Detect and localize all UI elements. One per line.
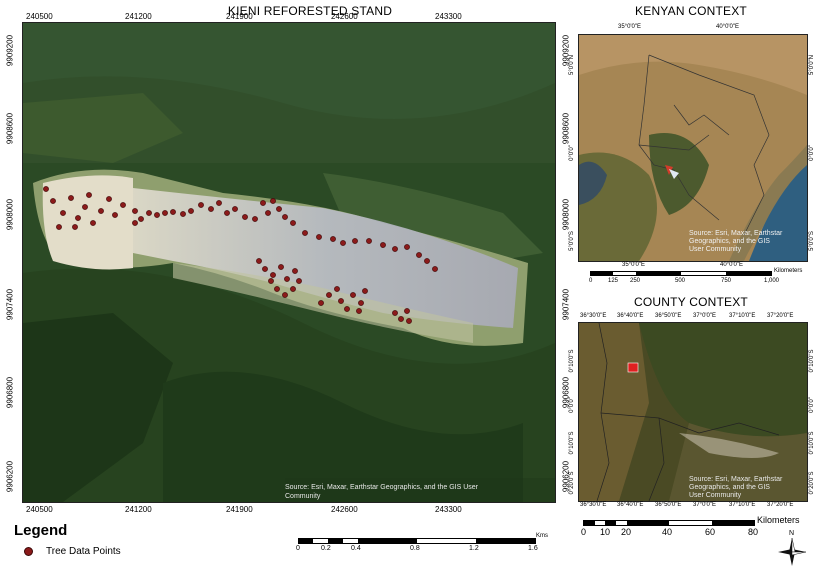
county-top-tick-5: 37°20'0"E	[767, 313, 794, 319]
kenya-scale-label-3: 500	[675, 278, 686, 284]
main-bottom-tick-2: 241900	[226, 505, 253, 514]
county-map-frame[interactable]: Source: Esri, Maxar, Earthstar Geographi…	[578, 322, 808, 502]
main-bottom-tick-4: 243300	[435, 505, 462, 514]
kenya-scale-label-5: 1,000	[764, 278, 780, 284]
county-top-tick-3: 37°0'0"E	[693, 313, 717, 319]
main-right-tick-3: 9907400	[561, 288, 571, 321]
county-right-tick-2: 0°10'0"S	[809, 431, 815, 455]
county-top-tick-0: 36°30'0"E	[580, 313, 607, 319]
county-scale-unit: Kilometers	[757, 515, 800, 525]
kenya-scale-unit: Kilometers	[774, 268, 803, 274]
county-map-imagery: Source: Esri, Maxar, Earthstar Geographi…	[579, 323, 807, 501]
main-map-title: KIENI REFORESTED STAND	[227, 4, 393, 18]
kenya-scale-label-1: 125	[608, 278, 619, 284]
main-left-tick-3: 9907400	[5, 288, 15, 321]
main-left-tick-5: 9906200	[5, 460, 15, 493]
county-bottom-tick-5: 37°20'0"E	[767, 502, 794, 508]
kenya-right-tick-0: 5°0'0"N	[809, 54, 815, 76]
main-top-tick-3: 242600	[331, 12, 358, 21]
county-scale-label-4: 60	[705, 527, 716, 537]
legend-item-label: Tree Data Points	[46, 546, 121, 557]
main-bottom-tick-3: 242600	[331, 505, 358, 514]
county-scale-label-5: 80	[748, 527, 759, 537]
main-left-tick-4: 9906800	[5, 376, 15, 409]
kenya-map-title: KENYAN CONTEXT	[635, 4, 747, 18]
main-scale-label-4: 1.2	[469, 545, 479, 552]
svg-text:Source: Esri, Maxar, Earthstar: Source: Esri, Maxar, Earthstar	[689, 476, 783, 483]
county-top-tick-4: 37°10'0"E	[729, 313, 756, 319]
kenya-bottom-tick-0: 35°0'0"E	[622, 262, 646, 268]
compass-icon	[778, 537, 807, 566]
main-bottom-tick-1: 241200	[125, 505, 152, 514]
kenya-top-tick-0: 35°0'0"E	[618, 24, 642, 30]
county-map-title: COUNTY CONTEXT	[634, 295, 748, 309]
tree-point-symbol	[24, 547, 33, 556]
county-scale-label-0: 0	[581, 527, 587, 537]
kenya-right-tick-1: 0°0'0"	[809, 145, 815, 161]
kenya-map-frame[interactable]: Source: Esri, Maxar, Earthstar Geographi…	[578, 34, 808, 262]
svg-text:Source: Esri, Maxar, Earthstar: Source: Esri, Maxar, Earthstar	[689, 230, 783, 237]
county-left-tick-0: 0°10'0"S	[569, 349, 575, 373]
county-bottom-tick-3: 37°0'0"E	[693, 502, 717, 508]
main-scale-unit: Kms	[536, 533, 548, 539]
county-right-tick-1: 0°0'0"	[809, 397, 815, 413]
county-scale-label-1: 10	[600, 527, 611, 537]
svg-text:User Community: User Community	[689, 246, 742, 253]
main-left-tick-2: 9908000	[5, 198, 15, 231]
county-bottom-tick-1: 36°40'0"E	[617, 502, 644, 508]
tree-points	[43, 186, 438, 324]
county-top-tick-2: 36°50'0"E	[655, 313, 682, 319]
main-top-tick-2: 241900	[226, 12, 253, 21]
main-left-tick-0: 9909200	[5, 34, 15, 67]
county-scale-label-2: 20	[621, 527, 632, 537]
kenya-left-tick-1: 0°0'0"	[569, 145, 575, 161]
svg-text:User Community: User Community	[689, 492, 742, 499]
main-scale-label-1: 0.2	[321, 545, 331, 552]
main-credit-line1: Source: Esri, Maxar, Earthstar Geographi…	[285, 484, 479, 491]
kenya-bottom-tick-1: 40°0'0"E	[720, 262, 744, 268]
county-right-tick-3: 0°20'0"S	[809, 471, 815, 495]
main-left-tick-1: 9908600	[5, 112, 15, 145]
main-map-imagery: Source: Esri, Maxar, Earthstar Geographi…	[23, 23, 555, 502]
kenya-map-imagery: Source: Esri, Maxar, Earthstar Geographi…	[579, 35, 807, 261]
kenya-scale-label-4: 750	[721, 278, 732, 284]
county-bottom-tick-2: 36°50'0"E	[655, 502, 682, 508]
main-scale-bar	[298, 538, 536, 544]
kenya-right-tick-2: 5°0'0"S	[809, 231, 815, 251]
main-top-tick-0: 240500	[26, 12, 53, 21]
main-scale-label-2: 0.4	[351, 545, 361, 552]
county-left-tick-3: 0°20'0"S	[569, 471, 575, 495]
main-scale-label-3: 0.8	[410, 545, 420, 552]
county-left-tick-1: 0°0'0"	[569, 397, 575, 413]
kenya-left-tick-2: 5°0'0"S	[569, 231, 575, 251]
county-bottom-tick-4: 37°10'0"E	[729, 502, 756, 508]
county-scale-label-3: 40	[662, 527, 673, 537]
kenya-scale-bar	[590, 271, 772, 276]
main-bottom-tick-0: 240500	[26, 505, 53, 514]
svg-text:Geographics, and the GIS: Geographics, and the GIS	[689, 238, 770, 245]
county-bottom-tick-0: 36°30'0"E	[580, 502, 607, 508]
kenya-scale-label-2: 250	[630, 278, 641, 284]
county-left-tick-2: 0°10'0"S	[569, 431, 575, 455]
main-top-tick-1: 241200	[125, 12, 152, 21]
county-top-tick-1: 36°40'0"E	[617, 313, 644, 319]
main-credit-line2: Community	[285, 493, 321, 500]
county-right-tick-0: 0°10'0"S	[809, 349, 815, 373]
kenya-scale-label-0: 0	[589, 278, 593, 284]
north-arrow	[772, 532, 812, 572]
main-scale-label-0: 0	[296, 545, 300, 552]
north-label: N	[789, 530, 795, 537]
kenya-top-tick-1: 40°0'0"E	[716, 24, 740, 30]
legend-title: Legend	[14, 522, 68, 539]
county-scale-bar	[583, 520, 755, 526]
main-scale-label-5: 1.6	[528, 545, 538, 552]
kenya-left-tick-0: 5°0'0"N	[569, 54, 575, 76]
main-map-frame[interactable]: Source: Esri, Maxar, Earthstar Geographi…	[22, 22, 556, 503]
svg-text:Geographics, and the GIS: Geographics, and the GIS	[689, 484, 770, 491]
main-top-tick-4: 243300	[435, 12, 462, 21]
